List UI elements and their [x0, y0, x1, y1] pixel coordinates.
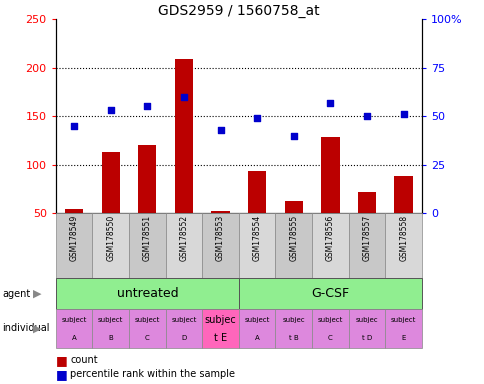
Bar	[166, 309, 202, 348]
Text: A: A	[72, 335, 76, 341]
Text: GSM178556: GSM178556	[325, 215, 334, 262]
Bar	[239, 309, 275, 348]
Title: GDS2959 / 1560758_at: GDS2959 / 1560758_at	[158, 4, 319, 18]
Bar	[174, 59, 193, 262]
Text: untreated: untreated	[116, 287, 178, 300]
Bar	[202, 213, 239, 278]
Bar	[348, 309, 385, 348]
Text: t E: t E	[213, 333, 227, 343]
Text: GSM178558: GSM178558	[398, 215, 408, 261]
Text: B: B	[108, 335, 113, 341]
Bar	[384, 309, 421, 348]
Text: agent: agent	[2, 289, 30, 299]
Text: subject: subject	[135, 317, 160, 323]
Bar	[312, 309, 348, 348]
Text: GSM178554: GSM178554	[252, 215, 261, 262]
Bar	[92, 213, 129, 278]
Bar	[357, 192, 376, 262]
Text: G-CSF: G-CSF	[311, 287, 349, 300]
Bar	[166, 213, 202, 278]
Text: subject: subject	[317, 317, 342, 323]
Point	[216, 127, 224, 133]
Text: count: count	[70, 355, 98, 365]
Text: GSM178549: GSM178549	[69, 215, 78, 262]
Bar	[247, 171, 266, 262]
Text: GSM178550: GSM178550	[106, 215, 115, 262]
Bar	[239, 278, 421, 309]
Text: subject: subject	[244, 317, 269, 323]
Point	[180, 94, 187, 100]
Text: GSM178553: GSM178553	[215, 215, 225, 262]
Point	[289, 132, 297, 139]
Bar	[275, 213, 312, 278]
Text: subject: subject	[171, 317, 196, 323]
Point	[106, 107, 114, 113]
Text: A: A	[254, 335, 259, 341]
Bar	[202, 309, 239, 348]
Text: subject: subject	[98, 317, 123, 323]
Point	[363, 113, 370, 119]
Text: subjec: subjec	[282, 317, 304, 323]
Text: percentile rank within the sample: percentile rank within the sample	[70, 369, 235, 379]
Text: C: C	[327, 335, 332, 341]
Text: E: E	[401, 335, 405, 341]
Point	[399, 111, 407, 117]
Bar	[65, 209, 83, 262]
Bar	[56, 309, 92, 348]
Bar	[101, 152, 120, 262]
Text: ■: ■	[56, 368, 67, 381]
Bar	[312, 213, 348, 278]
Bar	[284, 202, 302, 262]
Point	[326, 99, 333, 106]
Text: subjec: subjec	[204, 315, 236, 325]
Bar	[129, 213, 166, 278]
Text: GSM178551: GSM178551	[142, 215, 151, 261]
Bar	[138, 145, 156, 262]
Bar	[320, 137, 339, 262]
Bar	[239, 213, 275, 278]
Text: GSM178552: GSM178552	[179, 215, 188, 261]
Bar	[393, 176, 412, 262]
Bar	[348, 213, 385, 278]
Text: ▶: ▶	[33, 289, 42, 299]
Bar	[275, 309, 312, 348]
Point	[70, 123, 78, 129]
Bar	[129, 309, 166, 348]
Text: C: C	[145, 335, 150, 341]
Text: subjec: subjec	[355, 317, 378, 323]
Text: GSM178557: GSM178557	[362, 215, 371, 262]
Text: subject: subject	[390, 317, 415, 323]
Point	[253, 115, 260, 121]
Bar	[92, 309, 129, 348]
Bar	[211, 211, 229, 262]
Bar	[56, 213, 92, 278]
Text: ▶: ▶	[33, 323, 42, 333]
Text: t D: t D	[361, 335, 371, 341]
Bar	[384, 213, 421, 278]
Text: ■: ■	[56, 354, 67, 367]
Text: subject: subject	[61, 317, 87, 323]
Bar	[56, 278, 239, 309]
Text: individual: individual	[2, 323, 50, 333]
Text: GSM178555: GSM178555	[288, 215, 298, 262]
Point	[143, 103, 151, 109]
Text: t B: t B	[288, 335, 298, 341]
Text: D: D	[181, 335, 186, 341]
